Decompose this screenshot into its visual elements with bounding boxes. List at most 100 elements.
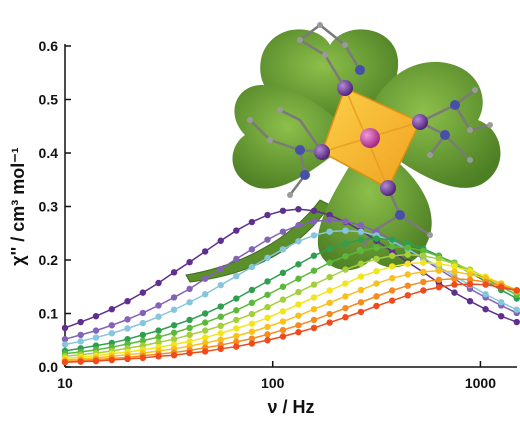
x-tick-label: 10 (57, 375, 73, 391)
data-point (170, 269, 178, 276)
data-point (451, 275, 458, 282)
data-point (92, 334, 100, 341)
data-point (342, 280, 349, 287)
data-point (201, 275, 209, 282)
data-point (466, 280, 474, 288)
data-point (357, 273, 365, 280)
data-point (139, 289, 147, 296)
data-point (435, 267, 443, 274)
series-line (64, 277, 517, 363)
data-point (326, 245, 333, 252)
series-line (64, 253, 518, 358)
data-point (420, 268, 427, 275)
data-point (61, 324, 69, 332)
data-point (326, 319, 333, 326)
data-point (139, 331, 147, 339)
data-point (435, 276, 443, 283)
data-point (342, 218, 349, 225)
data-point (201, 291, 209, 298)
data-point (420, 287, 427, 294)
data-point (342, 266, 349, 273)
y-tick-label: 0.2 (39, 252, 59, 268)
data-point (217, 265, 224, 273)
data-point (295, 312, 302, 319)
data-point (217, 336, 224, 343)
data-point (310, 232, 318, 239)
data-point (279, 269, 287, 277)
data-point (264, 278, 271, 285)
series (61, 235, 520, 355)
data-point (233, 255, 240, 263)
data-point (404, 271, 411, 278)
data-point (310, 252, 318, 259)
data-point (326, 287, 333, 294)
data-point (248, 340, 256, 347)
data-point (170, 352, 178, 359)
data-point (326, 310, 333, 318)
data-point (248, 286, 256, 294)
data-point (373, 302, 380, 310)
data-point (388, 252, 396, 259)
data-point (217, 281, 224, 289)
data-point (124, 325, 131, 332)
data-point (233, 343, 240, 350)
data-point (420, 259, 427, 266)
data-point (373, 280, 380, 287)
data-point (295, 301, 302, 308)
data-point (326, 216, 333, 224)
data-point (498, 312, 505, 320)
data-point (279, 246, 287, 253)
data-point (186, 258, 193, 266)
data-point (233, 272, 240, 280)
data-point (435, 260, 443, 267)
data-point (248, 335, 256, 342)
data-point (451, 289, 458, 296)
data-point (92, 312, 100, 320)
data-point (155, 302, 162, 309)
data-point (61, 335, 69, 343)
data-point (295, 329, 302, 336)
data-point (404, 251, 411, 258)
data-point (295, 261, 302, 268)
data-point (186, 316, 193, 324)
data-point (264, 211, 271, 219)
data-point (482, 291, 489, 298)
x-axis-title: ν / Hz (267, 397, 314, 417)
data-point (326, 299, 333, 306)
data-point (233, 316, 240, 324)
y-tick-label: 0.5 (39, 92, 59, 108)
x-tick-label: 100 (261, 375, 285, 391)
data-point (482, 306, 489, 313)
data-point (201, 339, 209, 347)
y-tick-label: 0.3 (39, 199, 59, 215)
data-point (170, 294, 178, 301)
data-point (513, 306, 520, 313)
data-point (170, 322, 178, 329)
data-point (77, 338, 84, 345)
data-point (435, 284, 443, 291)
data-point (357, 308, 365, 316)
data-point (92, 327, 100, 334)
y-tick-label: 0.0 (39, 359, 59, 375)
data-point (404, 244, 411, 251)
data-point (233, 307, 240, 314)
data-point (264, 236, 271, 243)
data-point (279, 318, 287, 325)
data-point (295, 205, 302, 213)
data-point (233, 325, 240, 332)
y-tick-label: 0.1 (39, 306, 59, 322)
data-point (451, 263, 458, 270)
data-point (357, 260, 365, 267)
data-point (279, 283, 287, 290)
data-point (155, 353, 162, 360)
data-point (388, 287, 396, 294)
data-point (279, 326, 287, 334)
series (61, 267, 520, 364)
data-point (217, 322, 224, 330)
data-point (451, 268, 458, 275)
data-point (435, 255, 443, 263)
data-point (201, 310, 209, 317)
data-point (217, 345, 224, 353)
data-point (264, 337, 271, 344)
data-point (108, 306, 115, 313)
